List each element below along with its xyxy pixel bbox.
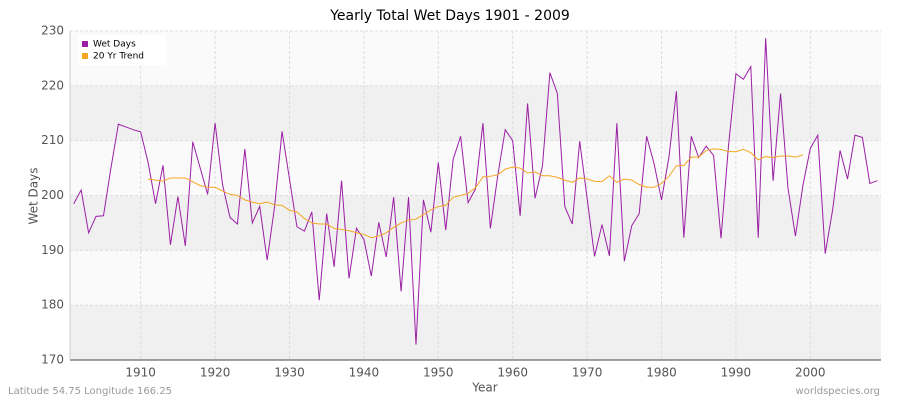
y-tick-label: 200 — [41, 188, 64, 202]
x-tick-label: 1980 — [646, 366, 677, 380]
chart-title: Yearly Total Wet Days 1901 - 2009 — [329, 8, 570, 24]
footer-left: Latitude 54.75 Longitude 166.25 — [8, 386, 172, 397]
legend-swatch — [82, 41, 88, 47]
y-tick-label: 170 — [41, 353, 64, 367]
y-axis-label: Wet Days — [27, 167, 41, 224]
y-tick-label: 180 — [41, 298, 64, 312]
x-tick-label: 1940 — [349, 366, 380, 380]
x-tick-label: 1920 — [200, 366, 231, 380]
y-tick-label: 190 — [41, 243, 64, 257]
data-line — [148, 148, 804, 239]
x-tick-label: 1960 — [497, 366, 528, 380]
legend-swatch — [82, 53, 88, 59]
y-tick-label: 210 — [41, 133, 64, 147]
y-tick-label: 220 — [41, 78, 64, 92]
legend-label: Wet Days — [93, 40, 136, 50]
grid-band — [70, 85, 881, 141]
footer-right: worldspecies.org — [796, 386, 880, 397]
x-tick-label: 1930 — [274, 366, 305, 380]
legend-box — [78, 35, 166, 65]
grid-band — [70, 195, 881, 251]
data-line — [73, 38, 878, 345]
x-tick-label: 1910 — [125, 366, 156, 380]
x-tick-label: 1950 — [423, 366, 454, 380]
x-tick-label: 1970 — [572, 366, 603, 380]
grid-band — [70, 305, 881, 360]
x-tick-label: 2000 — [795, 366, 826, 380]
y-tick-label: 230 — [41, 24, 64, 38]
x-axis-label: Year — [471, 381, 497, 395]
legend-label: 20 Yr Trend — [93, 52, 144, 62]
x-tick-label: 1990 — [721, 366, 752, 380]
